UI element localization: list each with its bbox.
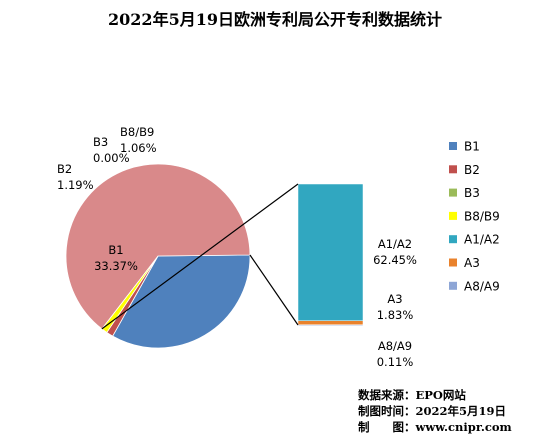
- pie-slice-a: [65, 163, 251, 330]
- source-line-2: 制图时间：2022年5月19日: [358, 404, 506, 418]
- data-labels: B1 33.37% B2 1.19% B3 0.00% B8/B9 1.06% A1/A2 62.…: [57, 125, 417, 369]
- legend-label-b3: B3: [464, 186, 480, 200]
- legend-swatch-b2: [449, 165, 457, 174]
- pie-slice-b1: [112, 254, 251, 349]
- data-label-a8-a9-name: A8/A9: [378, 339, 412, 353]
- chart-title: 2022年5月19日欧洲专利局公开专利数据统计: [108, 10, 442, 29]
- breakdown-bar: [297, 183, 364, 326]
- source-line-3: 制 图：www.cnipr.com: [358, 420, 512, 434]
- legend-swatch-b1: [449, 142, 457, 150]
- legend-label-a1-a2: A1/A2: [464, 233, 500, 247]
- data-label-b1-value: 33.37%: [94, 259, 138, 273]
- legend-label-a8-a9: A8/A9: [464, 279, 500, 293]
- legend: B1 B2 B3 B8/B9 A1/A2 A3 A8/A9: [449, 140, 500, 293]
- legend-label-a3: A3: [464, 256, 480, 270]
- data-label-b3-name: B3: [93, 135, 108, 149]
- legend-swatch-a3: [449, 258, 457, 267]
- legend-swatch-b3: [449, 188, 457, 197]
- connector-lines: [101, 183, 299, 330]
- data-label-b8-b9-name: B8/B9: [120, 125, 154, 139]
- data-label-a1-a2-value: 62.45%: [373, 253, 417, 267]
- connector-bottom: [249, 254, 299, 326]
- legend-label-b2: B2: [464, 163, 480, 177]
- bar-segment-a3: [297, 320, 364, 326]
- legend-swatch-a1-a2: [449, 235, 457, 244]
- data-label-b1-name: B1: [108, 243, 123, 257]
- data-label-b3-value: 0.00%: [93, 151, 130, 165]
- legend-swatch-a8-a9: [449, 281, 457, 290]
- pie: [65, 163, 251, 349]
- data-label-a3-value: 1.83%: [377, 308, 414, 322]
- data-label-b2-name: B2: [57, 162, 72, 176]
- legend-label-b1: B1: [464, 140, 480, 154]
- data-label-b8-b9-value: 1.06%: [120, 141, 157, 155]
- data-label-a1-a2-name: A1/A2: [378, 237, 412, 251]
- source-info: 数据来源：EPO网站 制图时间：2022年5月19日 制 图：www.cnipr…: [358, 388, 512, 434]
- data-label-a8-a9-value: 0.11%: [377, 355, 414, 369]
- bar-segment-a8-a9: [297, 324, 364, 326]
- connector-top: [101, 183, 299, 330]
- legend-swatch-b8-b9: [449, 211, 457, 220]
- bar-segment-a1-a2: [297, 183, 364, 322]
- legend-label-b8-b9: B8/B9: [464, 209, 500, 223]
- data-label-a3-name: A3: [387, 292, 402, 306]
- data-label-b2-value: 1.19%: [57, 178, 94, 192]
- source-line-1: 数据来源：EPO网站: [358, 388, 466, 402]
